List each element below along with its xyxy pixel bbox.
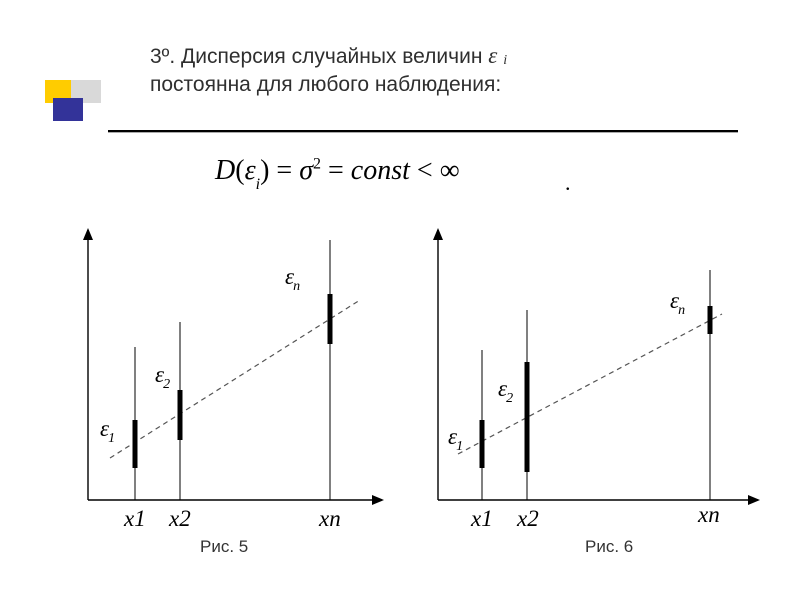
x2-label: x2: [169, 506, 191, 532]
x2-label: x2: [517, 506, 539, 532]
figure-6-svg: [420, 222, 765, 522]
figure-caption: Рис. 6: [585, 537, 633, 557]
eps1-label: ε1: [448, 424, 464, 450]
figure-5: x1 x2 xn ε1 ε2 εn Рис. 5: [60, 222, 390, 572]
eps2-label: ε2: [155, 362, 171, 388]
xn-label: xn: [319, 506, 341, 532]
heading-epsilon-i: εi: [488, 40, 505, 71]
x1-label: x1: [471, 506, 493, 532]
figure-caption: Рис. 5: [200, 537, 248, 557]
x1-label: x1: [124, 506, 146, 532]
eps2-label: ε2: [498, 376, 514, 402]
epsn-label: εn: [285, 264, 301, 290]
figure-6: x1 x2 xn ε1 ε2 εn Рис. 6: [420, 222, 765, 572]
xn-label: xn: [698, 502, 720, 528]
figure-5-svg: [60, 222, 390, 522]
equation-period: .: [565, 170, 571, 196]
slide-heading: 3º. Дисперсия случайных величин εi посто…: [150, 40, 710, 100]
eps1-label: ε1: [100, 416, 116, 442]
deco-square-blue: [53, 98, 83, 121]
heading-line2: постоянна для любого наблюдения:: [150, 73, 501, 96]
variance-equation: D(εi) = σ2 = const < ∞: [215, 155, 460, 191]
header-divider: [108, 130, 738, 133]
heading-line1-pre: 3º. Дисперсия случайных величин: [150, 45, 488, 68]
epsn-label: εn: [670, 288, 686, 314]
